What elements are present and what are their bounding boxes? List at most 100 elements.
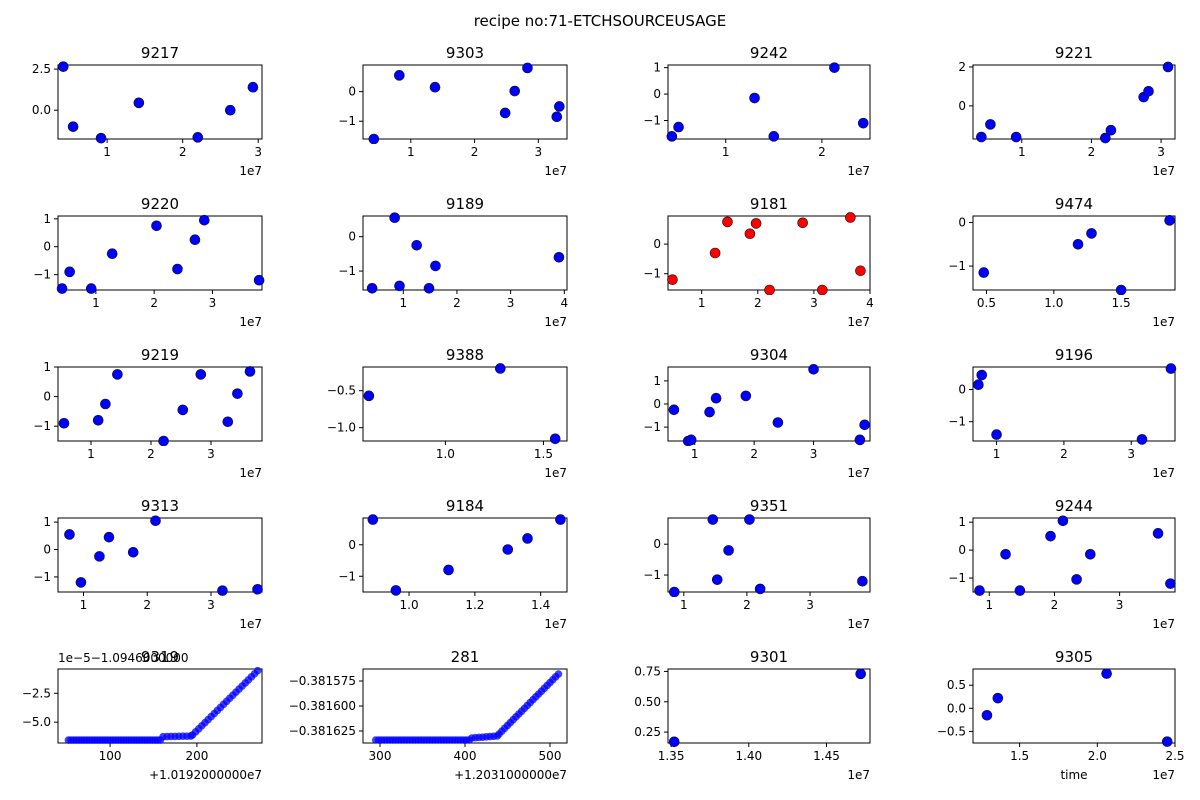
y-tick-label: 1 <box>43 212 51 226</box>
data-point <box>707 514 719 525</box>
data-point <box>1162 61 1174 73</box>
data-point <box>709 247 721 259</box>
axes-frame <box>972 64 1176 140</box>
subplot-title: 9351 <box>750 497 788 515</box>
y-tick-label: −1 <box>643 267 661 281</box>
data-point <box>1084 549 1096 560</box>
axes-frame <box>972 668 1176 744</box>
y-tick-label: −0.381575 <box>289 674 356 688</box>
data-point <box>94 551 105 562</box>
x-exponent-label: 1e7 <box>1152 617 1175 631</box>
subplot-title: 281 <box>451 648 480 666</box>
y-tick-label: 0 <box>43 543 51 557</box>
y-tick-label: −5.0 <box>22 715 51 729</box>
x-tick-label: 1 <box>698 296 706 310</box>
x-tick-label: 2 <box>143 598 151 612</box>
y-tick-label: −1 <box>643 420 661 434</box>
data-point <box>549 433 561 445</box>
x-tick-label: 1 <box>1018 145 1026 159</box>
x-tick-label: 3 <box>810 447 818 461</box>
data-point <box>768 131 780 142</box>
x-tick-label: 2.5 <box>1165 749 1184 763</box>
y-tick-label: −1 <box>338 569 356 583</box>
data-point <box>390 585 402 596</box>
points-group <box>973 363 1177 445</box>
data-point <box>1165 578 1176 589</box>
data-point <box>985 119 996 130</box>
subplot-9196: 9196 1 2 3 −1 0 1e7 <box>948 346 1177 480</box>
data-point <box>367 514 379 525</box>
subplot-9189: 9189 1 2 3 4 −1 0 1e7 <box>338 195 568 329</box>
data-point <box>64 529 75 540</box>
data-point <box>797 217 808 229</box>
subplot-281: 281 300 400 500 −0.381625 −0.381600 −0.381575 +… <box>289 648 568 782</box>
subplot-9305: 9305 1.5 2.0 2.5 −0.5 0.0 0.5 1e7 time <box>937 648 1185 782</box>
data-point <box>1010 131 1022 143</box>
y-tick-label: −0.5 <box>327 384 356 398</box>
subplot-title: 9474 <box>1055 195 1093 213</box>
subplot-title: 9319 <box>141 648 179 666</box>
y-tick-label: −1 <box>338 264 356 278</box>
data-point <box>443 564 454 576</box>
points-group <box>368 62 565 144</box>
y-tick-label: 0 <box>43 240 51 254</box>
x-tick-label: 1.4 <box>531 598 550 612</box>
x-axis-label: time <box>1060 768 1087 782</box>
subplot-9313: 9313 1 2 3 −1 0 1 1e7 <box>33 497 263 631</box>
subplot-9303: 9303 1 2 3 −1 0 1e7 <box>338 44 568 178</box>
x-tick-label: 3 <box>534 145 542 159</box>
x-tick-label: 1 <box>103 145 111 159</box>
subplot-9219: 9219 1 2 3 −1 0 1 1e7 <box>33 346 263 480</box>
data-point <box>151 220 162 232</box>
data-point <box>1045 530 1056 542</box>
data-point <box>855 265 866 277</box>
x-exponent-label: 1e7 <box>847 768 870 782</box>
y-tick-label: −0.381600 <box>289 699 356 713</box>
x-tick-label: 4 <box>560 296 568 310</box>
subplot-title: 9304 <box>750 346 788 364</box>
x-tick-label: 3 <box>810 296 818 310</box>
y-tick-label: 0 <box>958 383 966 397</box>
subplot-title: 9221 <box>1055 44 1093 62</box>
y-tick-label: −0.5 <box>937 724 966 738</box>
subplot-title: 9303 <box>446 44 484 62</box>
data-point <box>253 274 265 286</box>
data-point <box>740 390 752 402</box>
subplot-9181: 9181 1 2 3 4 −1 0 1e7 <box>643 195 874 329</box>
axes-frame <box>362 517 568 593</box>
data-point <box>394 70 405 81</box>
x-tick-label: 3 <box>507 296 515 310</box>
subplot-title: 9196 <box>1055 346 1093 364</box>
x-tick-label: 1.5 <box>1112 296 1131 310</box>
data-point <box>366 282 378 294</box>
data-point <box>857 117 869 129</box>
x-offset-label: +1.2031000000e7 <box>454 768 567 782</box>
data-point <box>859 419 870 431</box>
x-exponent-label: 1e7 <box>1152 768 1175 782</box>
axes-frame <box>57 517 263 593</box>
data-point <box>1072 238 1084 250</box>
data-point <box>764 284 775 295</box>
subplot-title: 9301 <box>750 648 788 666</box>
x-tick-label: 1.5 <box>1010 749 1029 763</box>
data-point <box>555 514 566 525</box>
data-point <box>252 583 263 595</box>
data-point <box>64 266 75 278</box>
x-tick-label: 500 <box>539 749 562 763</box>
data-point <box>75 577 87 588</box>
x-exponent-label: 1e7 <box>239 466 262 480</box>
subplot-title: 9184 <box>446 497 484 515</box>
data-point <box>750 218 762 229</box>
x-exponent-label: 1e7 <box>544 617 567 631</box>
axes-frame <box>57 366 263 442</box>
x-tick-label: 1 <box>985 598 993 612</box>
data-point <box>772 417 784 428</box>
data-point <box>57 61 69 72</box>
subplot-title: 9189 <box>446 195 484 213</box>
x-exponent-label: 1e7 <box>239 164 262 178</box>
data-point <box>744 228 756 240</box>
x-tick-label: 2.0 <box>1088 749 1107 763</box>
data-point <box>1165 363 1177 374</box>
points-group <box>363 363 561 445</box>
